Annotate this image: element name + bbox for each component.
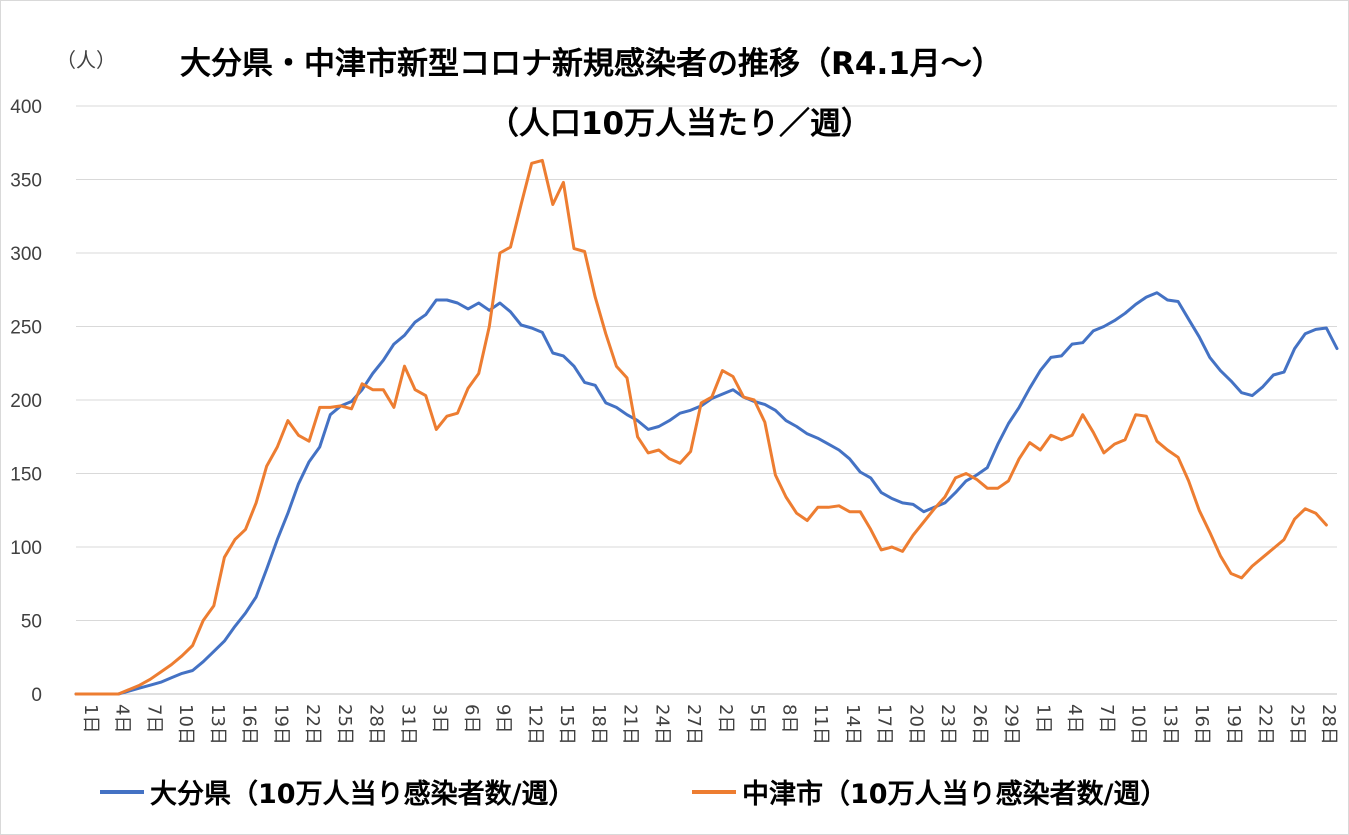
x-tick-label: 16日 <box>239 704 260 745</box>
legend-label-oita: 大分県（10万人当り感染者数/週） <box>150 779 576 810</box>
x-tick-label: 2日 <box>715 704 736 733</box>
legend-swatch-nakatsu <box>692 789 736 794</box>
x-tick-label: 19日 <box>1223 704 1244 745</box>
series-line-oita <box>74 291 1339 696</box>
x-tick-label: 9日 <box>493 704 514 733</box>
x-tick-label: 5日 <box>747 704 768 733</box>
y-tick-label: 100 <box>10 538 42 559</box>
x-tick-label: 10日 <box>1128 704 1149 745</box>
x-tick-label: 1日 <box>80 704 101 733</box>
legend-item-oita: 大分県（10万人当り感染者数/週） <box>100 772 575 811</box>
x-tick-label: 23日 <box>937 704 958 745</box>
x-tick-label: 31日 <box>397 704 418 745</box>
x-tick-label: 10日 <box>175 704 196 745</box>
x-tick-label: 18日 <box>588 704 609 745</box>
x-tick-label: 29日 <box>1001 704 1022 745</box>
series-lines <box>74 158 1339 696</box>
x-tick-label: 25日 <box>1286 704 1307 745</box>
y-tick-label: 200 <box>10 391 42 412</box>
x-tick-label: 13日 <box>207 704 228 745</box>
x-tick-label: 20日 <box>905 704 926 745</box>
x-tick-label: 22日 <box>302 704 323 745</box>
x-tick-label: 4日 <box>112 704 133 733</box>
y-axis-ticks: 0 50 100 150 200 250 300 350 400 <box>10 97 42 706</box>
y-tick-label: 400 <box>10 97 42 118</box>
chart-title: 大分県・中津市新型コロナ新規感染者の推移（R4.1月～） <box>180 46 1003 82</box>
x-tick-label: 27日 <box>683 704 704 745</box>
x-tick-label: 22日 <box>1255 704 1276 745</box>
x-tick-label: 8日 <box>778 704 799 733</box>
x-tick-label: 14日 <box>842 704 863 745</box>
legend-swatch-oita <box>100 789 144 794</box>
x-tick-label: 26日 <box>969 704 990 745</box>
y-tick-label: 350 <box>10 171 42 192</box>
y-tick-label: 300 <box>10 244 42 265</box>
x-axis-ticks: 1日 4日 7日 10日 13日 16日 19日 22日 25日 28日 31日 3日 6日 9日 12日 1… <box>80 704 1339 745</box>
x-tick-label: 28日 <box>1318 704 1339 745</box>
legend-item-nakatsu: 中津市（10万人当り感染者数/週） <box>692 772 1167 811</box>
series-line-nakatsu <box>74 158 1328 696</box>
x-tick-label: 7日 <box>143 704 164 733</box>
legend: 大分県（10万人当り感染者数/週） 中津市（10万人当り感染者数/週） <box>0 772 1349 816</box>
x-tick-label: 6日 <box>461 704 482 733</box>
gridlines <box>76 105 1337 695</box>
x-tick-label: 13日 <box>1159 704 1180 745</box>
chart-subtitle: （人口10万人当たり／週） <box>487 106 873 142</box>
y-tick-label: 250 <box>10 318 42 339</box>
x-tick-label: 19日 <box>270 704 291 745</box>
x-tick-label: 21日 <box>620 704 641 745</box>
x-tick-label: 28日 <box>366 704 387 745</box>
y-axis-unit-label: （人） <box>56 48 116 72</box>
y-tick-label: 150 <box>10 465 42 486</box>
x-tick-label: 15日 <box>556 704 577 745</box>
x-tick-label: 25日 <box>334 704 355 745</box>
x-tick-label: 4日 <box>1064 704 1085 733</box>
x-tick-label: 24日 <box>651 704 672 745</box>
y-tick-label: 0 <box>31 685 42 706</box>
x-tick-label: 1日 <box>1032 704 1053 733</box>
y-tick-label: 50 <box>21 612 42 633</box>
x-tick-label: 7日 <box>1096 704 1117 733</box>
x-tick-label: 16日 <box>1191 704 1212 745</box>
x-tick-label: 11日 <box>810 704 831 745</box>
x-tick-label: 12日 <box>524 704 545 745</box>
x-tick-label: 3日 <box>429 704 450 733</box>
legend-label-nakatsu: 中津市（10万人当り感染者数/週） <box>742 779 1168 810</box>
x-tick-label: 17日 <box>874 704 895 745</box>
